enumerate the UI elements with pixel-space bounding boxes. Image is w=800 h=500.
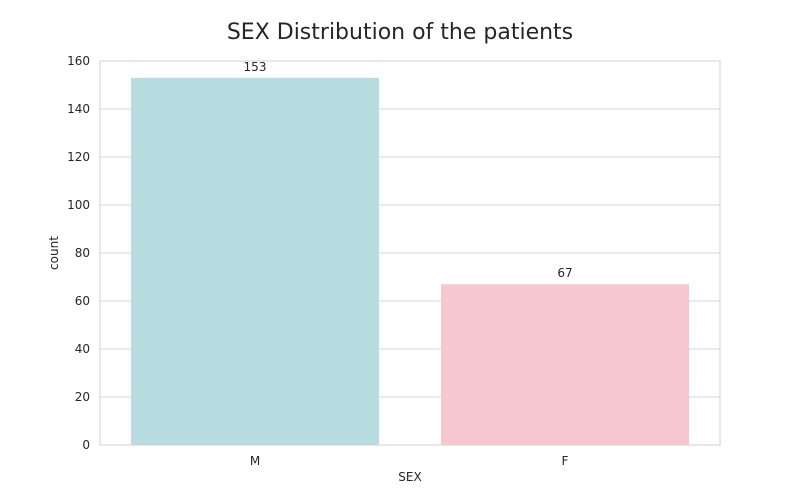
bar-f (441, 284, 689, 445)
data-labels: 153 67 (244, 60, 573, 280)
plot-frame (99, 60, 721, 446)
y-tick-label: 140 (67, 102, 90, 116)
y-tick-label: 100 (67, 198, 90, 212)
y-tick-label: 80 (75, 246, 90, 260)
y-tick-label: 160 (67, 54, 90, 68)
x-axis-label: SEX (398, 470, 421, 484)
y-tick-label: 0 (82, 438, 90, 452)
x-tick-label-m: M (250, 454, 260, 468)
x-tick-label-f: F (562, 454, 569, 468)
y-tick-label: 20 (75, 390, 90, 404)
y-axis-label: count (47, 236, 61, 270)
bars-group (131, 77, 689, 446)
plot-border (99, 60, 721, 446)
y-tick-label: 60 (75, 294, 90, 308)
data-label-f: 67 (557, 266, 572, 280)
y-tick-labels: 0 20 40 60 80 100 120 140 160 (67, 54, 90, 452)
chart-title: SEX Distribution of the patients (227, 20, 573, 45)
data-label-m: 153 (244, 60, 267, 74)
y-tick-label: 120 (67, 150, 90, 164)
bar-m (131, 77, 379, 446)
y-tick-label: 40 (75, 342, 90, 356)
